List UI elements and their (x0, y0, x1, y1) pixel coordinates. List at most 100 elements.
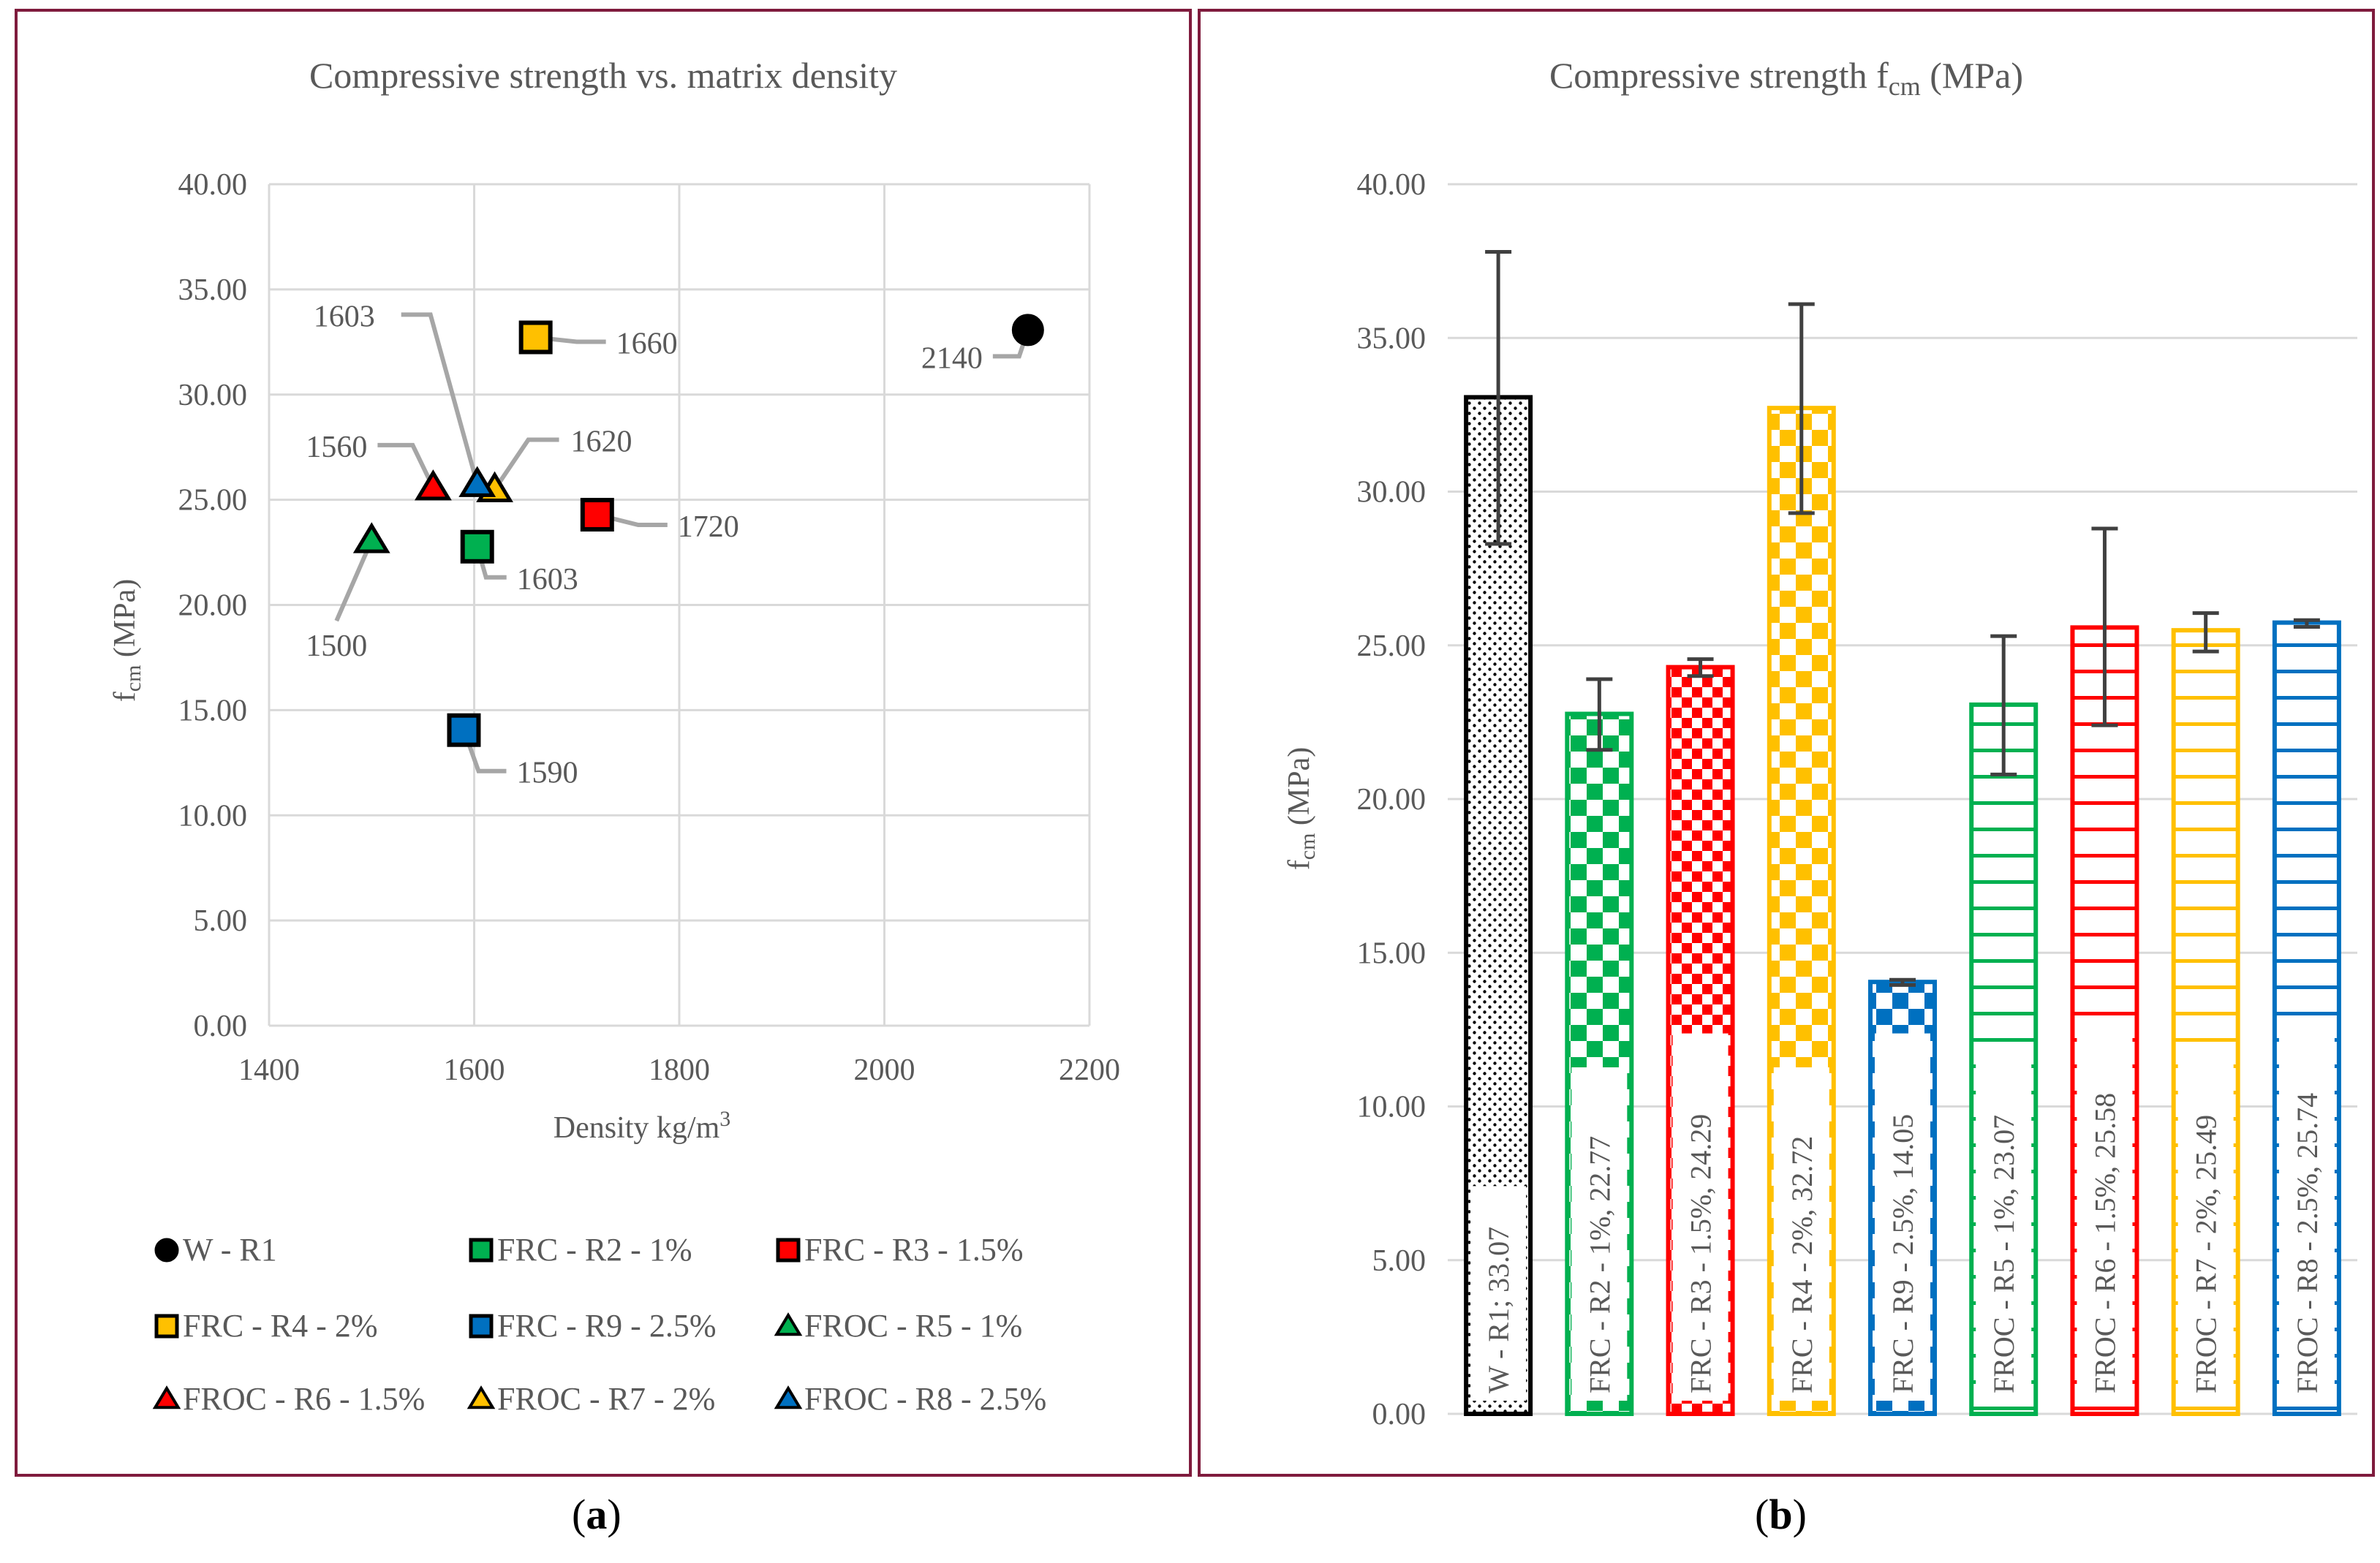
legend-label: W - R1 (183, 1232, 277, 1268)
data-label: FRC - R3 - 1.5%, 24.29 (1685, 1114, 1718, 1393)
data-point (447, 713, 481, 747)
y-tick-label: 40.00 (178, 168, 248, 202)
data-point (414, 469, 452, 501)
data-label: W - R1; 33.07 (1482, 1227, 1515, 1393)
data-label: FRC - R2 - 1%, 22.77 (1583, 1136, 1616, 1393)
data-label: FROC - R8 - 2.5%, 25.74 (2291, 1093, 2324, 1393)
legend-marker (469, 1314, 494, 1339)
data-label: 1603 (517, 563, 578, 597)
legend-item: FRC - R3 - 1.5% (776, 1232, 1023, 1268)
x-tick-label: 1600 (444, 1053, 505, 1087)
data-label: 1603 (314, 300, 375, 333)
data-point (518, 320, 553, 355)
data-label: 1500 (306, 629, 367, 663)
y-tick-label: 10.00 (1357, 1091, 1427, 1124)
legend-item: FRC - R2 - 1% (469, 1232, 692, 1268)
data-label-box (1571, 1067, 1628, 1401)
y-tick-label: 30.00 (1357, 476, 1427, 510)
y-tick-label: 25.00 (1357, 629, 1427, 663)
data-label: FRC - R4 - 2%, 32.72 (1786, 1136, 1818, 1393)
x-axis-label: Density kg/m3 (554, 1107, 731, 1145)
x-tick-label: 2200 (1059, 1053, 1120, 1087)
y-tick-label: 25.00 (178, 484, 248, 518)
caption-b: (b) (1755, 1491, 1807, 1538)
legend-item: FROC - R6 - 1.5% (152, 1381, 425, 1417)
legend-label: FROC - R7 - 2% (497, 1381, 715, 1417)
y-axis-label: fcm (MPa) (1282, 747, 1320, 870)
data-label-box (1773, 1067, 1829, 1401)
y-tick-label: 5.00 (194, 904, 248, 938)
data-label-box (1875, 1033, 1930, 1401)
data-label: 1720 (678, 510, 739, 544)
data-point (352, 522, 390, 553)
legend-marker (774, 1312, 803, 1336)
leader-line (334, 539, 374, 622)
x-tick-label: 1400 (238, 1053, 300, 1087)
data-label: 1590 (516, 757, 578, 790)
y-tick-label: 5.00 (1372, 1244, 1427, 1278)
y-tick-label: 40.00 (1357, 168, 1427, 202)
leader-line (377, 442, 436, 489)
legend-label: FROC - R5 - 1% (804, 1308, 1022, 1344)
data-label: FRC - R9 - 2.5%, 14.05 (1886, 1114, 1919, 1393)
legend-label: FROC - R6 - 1.5% (183, 1381, 425, 1417)
panel-b-bar: Compressive strength fcm (MPa) 0.00 5.00 1… (1198, 9, 2375, 1477)
chart-title: Compressive strength fcm (MPa) (1549, 55, 2023, 101)
chart-title: Compressive strength vs. matrix density (309, 55, 897, 96)
y-tick-label: 20.00 (178, 589, 248, 623)
legend-marker (469, 1238, 494, 1263)
data-label-box (1672, 1033, 1729, 1401)
y-tick-label: 30.00 (178, 379, 248, 412)
y-tick-label: 0.00 (194, 1010, 248, 1043)
legend-item: FROC - R8 - 2.5% (774, 1381, 1046, 1417)
legend-item: W - R1 (154, 1232, 277, 1268)
legend-marker (152, 1385, 181, 1409)
y-tick-label: 35.00 (1357, 322, 1427, 355)
legend-marker (774, 1385, 803, 1409)
data-label-box (2278, 1016, 2335, 1401)
legend-item: FROC - R5 - 1% (774, 1308, 1022, 1344)
y-tick-label: 35.00 (178, 273, 248, 307)
data-label-box (2177, 1050, 2234, 1401)
data-label: FROC - R7 - 2%, 25.49 (2190, 1115, 2223, 1393)
scatter-chart: Compressive strength vs. matrix density … (108, 55, 1120, 1417)
data-label: FROC - R6 - 1.5%, 25.58 (2088, 1093, 2121, 1393)
legend-marker (154, 1314, 179, 1339)
legend-label: FRC - R2 - 1% (497, 1232, 692, 1268)
x-tick-label: 2000 (854, 1053, 915, 1087)
data-point (460, 529, 494, 564)
legend-item: FROC - R7 - 2% (466, 1381, 715, 1417)
y-tick-label: 15.00 (178, 694, 248, 727)
bar-chart: Compressive strength fcm (MPa) 0.00 5.00 1… (1282, 55, 2357, 1431)
data-label: 2140 (921, 341, 983, 375)
data-label-box (1470, 1186, 1527, 1401)
panel-a-scatter: Compressive strength vs. matrix density … (15, 9, 1192, 1477)
data-label: 1560 (306, 431, 367, 464)
y-tick-label: 0.00 (1372, 1398, 1427, 1431)
data-point (458, 466, 496, 497)
legend-label: FRC - R9 - 2.5% (497, 1308, 716, 1344)
legend-item: FRC - R9 - 2.5% (469, 1308, 716, 1344)
data-label: FROC - R5 - 1%, 23.07 (1987, 1115, 2020, 1393)
data-point (580, 498, 614, 532)
leader-line (401, 312, 480, 485)
legend-label: FROC - R8 - 2.5% (804, 1381, 1046, 1417)
data-point (1011, 314, 1044, 347)
y-axis-label: fcm (MPa) (108, 579, 146, 702)
legend-marker (154, 1238, 179, 1263)
data-label-box (2077, 1016, 2133, 1401)
leader-line (493, 437, 559, 491)
legend-marker (776, 1238, 801, 1263)
x-tick-label: 1800 (649, 1053, 710, 1087)
caption-a: (a) (572, 1491, 622, 1538)
legend-marker (466, 1385, 496, 1409)
data-label: 1620 (571, 425, 632, 459)
y-tick-label: 20.00 (1357, 783, 1427, 817)
data-label: 1660 (616, 327, 678, 360)
legend-label: FRC - R3 - 1.5% (804, 1232, 1023, 1268)
y-tick-label: 10.00 (178, 799, 248, 833)
y-tick-label: 15.00 (1357, 936, 1427, 970)
data-label-box (1976, 1050, 2032, 1401)
legend-label: FRC - R4 - 2% (183, 1308, 377, 1344)
legend-item: FRC - R4 - 2% (154, 1308, 377, 1344)
